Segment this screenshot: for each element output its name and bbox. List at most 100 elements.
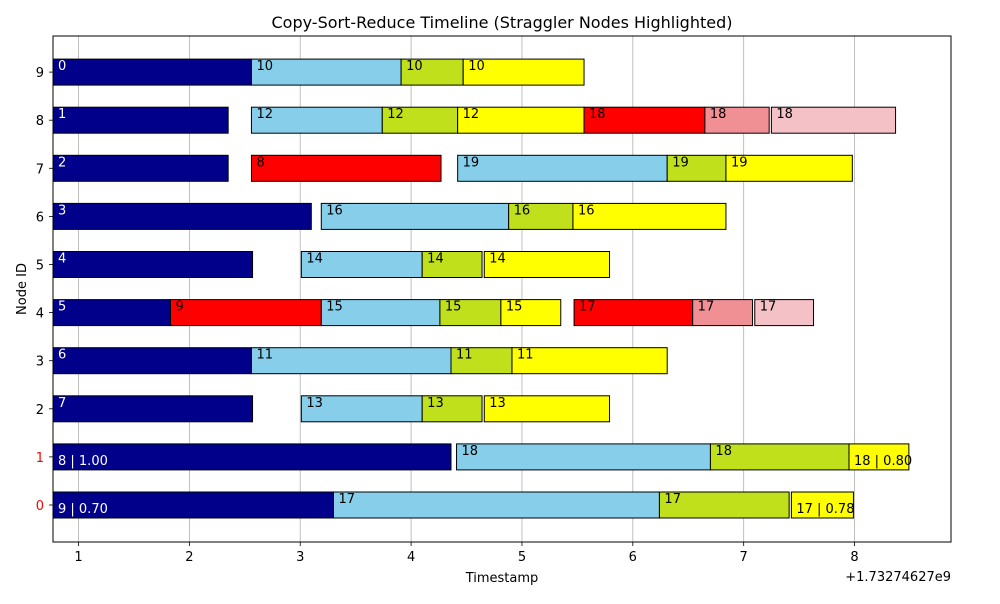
task-bar-dark [52,299,172,327]
x-tick-label: 1 [74,550,82,565]
task-bar-dark [52,58,252,86]
task-bar-lime [508,202,574,230]
task-bar-yellow [483,395,611,423]
task-bar-label: 15 [326,300,343,315]
bars-layer: 0 10 10 10 1 12 12 12 18 18 18 2 8 19 19 19 3 16 16 16 4 14 14… [52,58,912,519]
task-bar-label: 10 [406,59,423,74]
task-bar-label: 12 [387,107,404,122]
task-bar-pink [704,106,770,134]
task-bar-dark [52,347,252,375]
y-tick-label: 3 [36,355,44,370]
y-tick-label-straggler: 0 [36,499,44,514]
task-bar-label: 13 [489,396,506,411]
y-axis-label: Node ID [15,263,30,315]
task-bar-yellow [462,58,585,86]
task-bar-label: 11 [456,348,473,363]
task-bar-red [250,154,442,182]
task-bar-label: 17 [338,492,355,507]
task-bar-skyblue [332,491,660,519]
task-bar-lime [658,491,790,519]
x-tick-label: 6 [629,550,637,565]
task-bar-label: 6 [58,348,66,363]
task-bar-label: 2 [58,155,66,170]
task-bar-lightpink [770,106,897,134]
x-axis-label: Timestamp [465,571,539,586]
task-bar-label: 13 [306,396,323,411]
task-bar-lime [381,106,459,134]
task-bar-dark [52,154,229,182]
task-bar-label: 18 [589,107,606,122]
task-bar-yellow [483,251,611,278]
x-tick-label: 8 [850,550,858,565]
task-bar-lime [421,251,483,278]
task-bar-label: 17 [698,300,715,315]
task-bar-label: 11 [256,348,273,363]
y-tick-label-straggler: 1 [36,451,44,466]
task-bar-label: 18 [715,444,732,459]
y-tick-label: 6 [36,210,44,225]
task-bar-label: 19 [463,155,480,170]
task-bar-skyblue [456,443,711,471]
task-bar-label: 4 [58,252,66,267]
task-bar-label: 14 [489,252,506,267]
task-bar-label: 1 [58,107,66,122]
task-bar-lime [421,395,483,423]
task-bar-skyblue [320,202,510,230]
task-bar-label: 7 [58,396,66,411]
task-bar-label: 17 [579,300,596,315]
task-bar-label: 19 [672,155,689,170]
task-bar-label: 12 [463,107,480,122]
x-tick-label: 7 [740,550,748,565]
task-bar-dark [52,251,254,278]
y-tick-label: 2 [36,403,44,418]
task-bar-dark [52,395,254,423]
task-bar-dark [52,443,452,471]
task-bar-label: 9 | 0.70 [58,502,108,517]
task-bar-skyblue [250,106,383,134]
y-tick-label: 5 [36,259,44,274]
task-bar-label: 8 | 1.00 [58,454,108,469]
y-tick-label: 4 [36,307,44,322]
task-bar-red [170,299,322,327]
task-bar-label: 17 | 0.78 [796,502,854,517]
task-bar-label: 3 [58,203,66,218]
y-axis-ticks: 0 1 2 3 4 5 6 7 8 9 [36,66,53,514]
task-bar-dark [52,106,229,134]
x-axis-offset-label: +1.73274627e9 [845,570,951,585]
task-bar-label: 12 [256,107,273,122]
task-bar-skyblue [250,347,452,375]
task-bar-label: 17 [664,492,681,507]
task-bar-label: 15 [506,300,523,315]
task-bar-lightpink [754,299,815,327]
x-axis-ticks: 1 2 3 4 5 6 7 8 [74,542,859,565]
task-bar-label: 18 | 0.80 [854,454,912,469]
task-bar-label: 16 [514,203,531,218]
plot-frame [52,35,952,543]
task-bar-lime [666,154,727,182]
task-bar-lime [450,347,513,375]
task-bar-skyblue [250,58,402,86]
task-bar-label: 15 [445,300,462,315]
task-bar-label: 0 [58,59,66,74]
y-tick-label: 8 [36,114,44,129]
task-bar-label: 17 [760,300,777,315]
y-tick-label: 9 [36,66,44,81]
task-bar-pink [692,299,754,327]
x-tick-label: 3 [296,550,304,565]
task-bar-dark [52,202,312,230]
task-bar-yellow [457,106,585,134]
task-bar-red [583,106,706,134]
task-bar-label: 5 [58,300,66,315]
task-bar-label: 18 [776,107,793,122]
x-tick-label: 4 [407,550,415,565]
task-bar-yellow [511,347,668,375]
task-bar-yellow [572,202,727,230]
task-bar-yellow [500,299,562,327]
chart-title: Copy-Sort-Reduce Timeline (Straggler Nod… [271,13,732,32]
task-bar-label: 13 [427,396,444,411]
task-bar-skyblue [300,395,423,423]
task-bar-label: 16 [578,203,595,218]
task-bar-lime [439,299,502,327]
task-bar-lime [400,58,464,86]
